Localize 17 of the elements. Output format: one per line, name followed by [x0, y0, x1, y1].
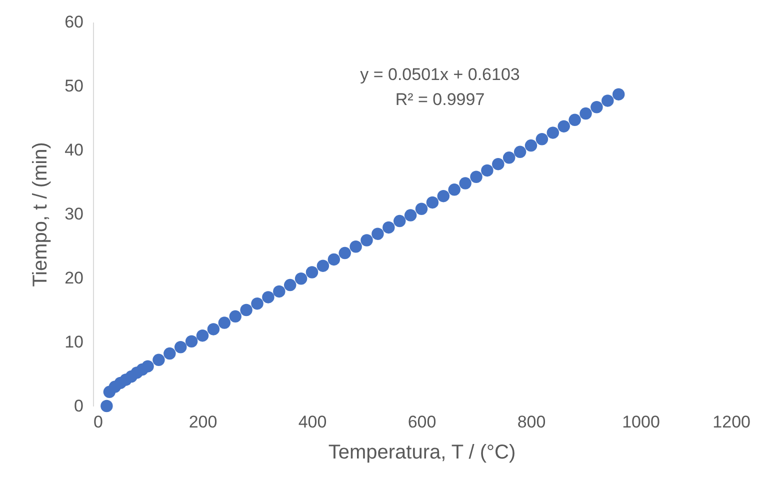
y-tick-label: 0	[74, 396, 84, 416]
y-tick-label: 30	[64, 204, 84, 224]
y-tick-label: 50	[64, 76, 84, 96]
y-tick-label: 10	[64, 332, 84, 352]
y-tick-label: 20	[64, 268, 84, 288]
x-tick-label: 600	[408, 412, 436, 432]
y-tick-label: 60	[64, 12, 84, 32]
x-tick-label: 0	[94, 412, 103, 432]
annotation: y = 0.0501x + 0.6103 R² = 0.9997	[360, 65, 520, 109]
y-tick-label: 40	[64, 140, 84, 160]
x-tick-label: 1000	[622, 412, 660, 432]
x-tick-label: 800	[517, 412, 546, 432]
x-tick-label: 1200	[712, 412, 750, 432]
y-axis-title: Tiempo, t / (min)	[30, 142, 52, 287]
x-tick-label: 400	[298, 412, 327, 432]
x-tick-label: 200	[188, 412, 218, 432]
x-axis-title: Temperatura, T / (°C)	[328, 442, 516, 464]
